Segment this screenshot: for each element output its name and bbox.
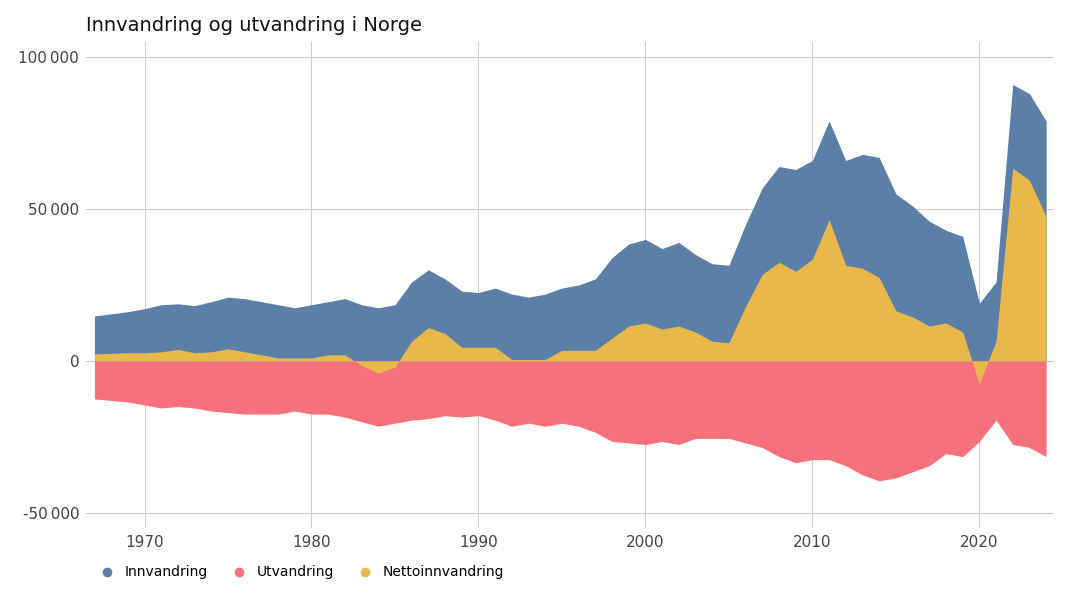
Text: Innvandring og utvandring i Norge: Innvandring og utvandring i Norge (86, 16, 422, 35)
Legend: Innvandring, Utvandring, Nettoinnvandring: Innvandring, Utvandring, Nettoinnvandrin… (93, 565, 505, 580)
